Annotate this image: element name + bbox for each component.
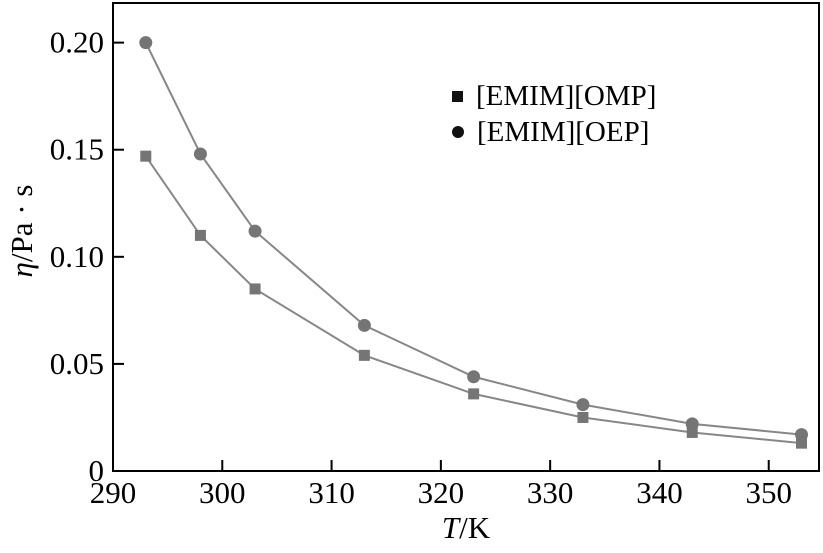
data-point-circle-marker (248, 224, 262, 238)
y-tick-label: 0.10 (50, 239, 104, 274)
data-point-square-marker (194, 229, 206, 241)
data-point-circle-marker (576, 398, 590, 412)
legend-label-emim-oep: [EMIM][OEP] (477, 115, 650, 148)
series-line-oep (144, 42, 802, 436)
y-axis-title: η/Pa · s (2, 81, 42, 381)
data-point-square-marker (140, 150, 152, 162)
x-tick-label: 340 (636, 475, 683, 510)
data-point-square-marker (796, 437, 808, 449)
x-axis-unit: /K (459, 510, 491, 545)
data-point-circle-marker (357, 318, 371, 332)
data-point-square-marker (468, 388, 480, 400)
x-tick-label: 320 (418, 475, 465, 510)
x-tick-label: 330 (527, 475, 574, 510)
y-tick-label: 0.15 (50, 132, 104, 167)
legend-item-emim-oep: [EMIM][OEP] (452, 114, 656, 150)
x-tick-label: 310 (308, 475, 355, 510)
data-point-circle-marker (467, 370, 481, 384)
y-tick-label: 0.20 (50, 25, 104, 60)
legend-label-emim-omp: [EMIM][OMP] (476, 79, 657, 112)
data-point-square-marker (686, 426, 698, 438)
x-tick-label: 290 (90, 475, 137, 510)
legend-square-marker-icon (452, 90, 463, 102)
data-point-circle-marker (685, 417, 699, 431)
data-point-circle-marker (139, 36, 153, 50)
plot-border (112, 2, 820, 472)
y-axis-unit: /Pa · s (4, 184, 39, 263)
x-axis-variable: T (441, 510, 460, 545)
x-tick-label: 350 (745, 475, 792, 510)
y-tick-label: 0 (89, 453, 105, 488)
y-tick-label: 0.05 (50, 346, 104, 381)
data-point-square-marker (577, 411, 589, 423)
x-tick-label: 300 (199, 475, 246, 510)
data-point-square-marker (358, 349, 370, 361)
x-axis-title: T/K (316, 508, 616, 548)
data-point-circle-marker (193, 147, 207, 161)
data-point-circle-marker (795, 428, 809, 442)
series-line-omp (144, 155, 802, 445)
chart-legend: [EMIM][OMP] [EMIM][OEP] (452, 78, 656, 150)
legend-circle-marker-icon (452, 126, 464, 138)
y-axis-variable: η (4, 262, 39, 278)
legend-item-emim-omp: [EMIM][OMP] (452, 78, 656, 114)
data-point-square-marker (249, 283, 261, 295)
